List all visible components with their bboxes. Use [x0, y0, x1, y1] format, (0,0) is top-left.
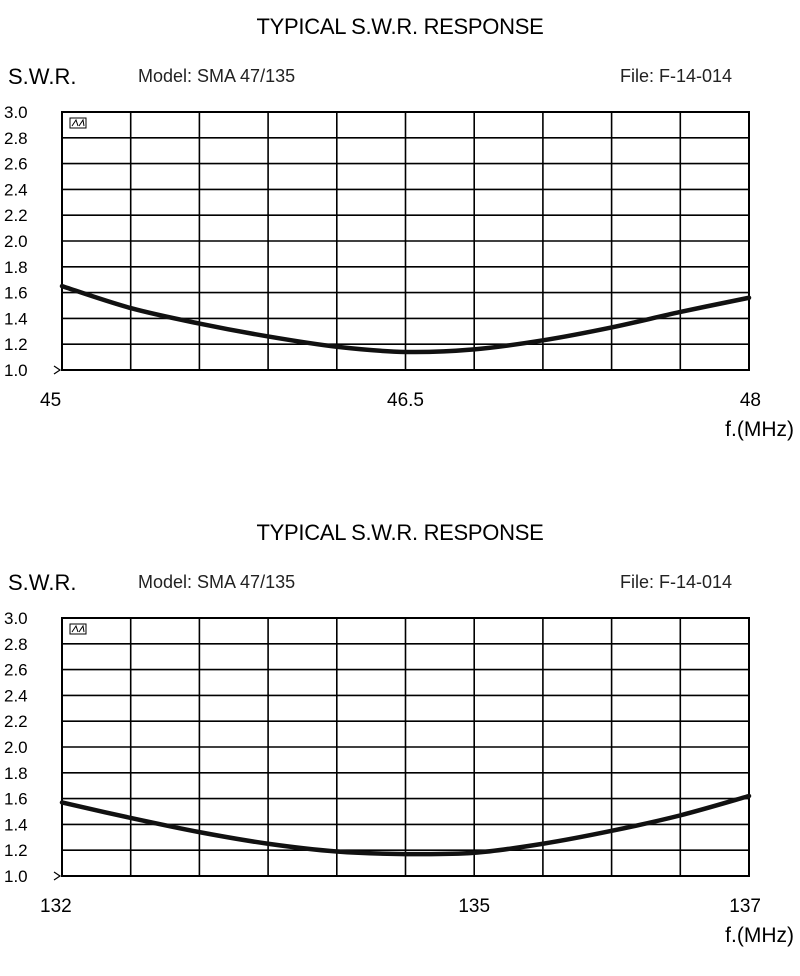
- swr-series-line: [59, 283, 752, 355]
- swr-chart-svg: 3.0 2.8 2.6 2.4 2.2 2.0 1.8 1.6 1.4 1.2 1.0 132 135 1…: [4, 609, 794, 947]
- y-axis-label: S.W.R.: [8, 570, 77, 595]
- corner-glyph-icon: [69, 117, 87, 129]
- y-tick-label: 1.0: [4, 867, 28, 886]
- y-tick-label: 1.2: [4, 335, 28, 354]
- y-tick-label: 1.6: [4, 284, 28, 303]
- swr-chart-panel-2: TYPICAL S.W.R. RESPONSE S.W.R. Model: SM…: [0, 506, 800, 976]
- y-tick-label: 1.8: [4, 764, 28, 783]
- x-axis-label: f.(MHz): [725, 418, 794, 441]
- y-tick-label: 2.8: [4, 635, 28, 654]
- y-tick-label: 3.0: [4, 103, 28, 122]
- x-tick-label: 46.5: [387, 390, 424, 411]
- x-tick-label: 45: [40, 390, 61, 411]
- baseline-marker-icon: [53, 871, 62, 881]
- y-tick-label: 2.6: [4, 661, 28, 680]
- y-tick-label: 1.0: [4, 361, 28, 380]
- swr-chart-svg: 3.0 2.8 2.6 2.4 2.2 2.0 1.8 1.6 1.4 1.2 1.0 45 46.5 4…: [4, 103, 794, 441]
- y-tick-label: 2.0: [4, 232, 28, 251]
- y-tick-label: 2.2: [4, 206, 28, 225]
- y-tick-label: 2.8: [4, 129, 28, 148]
- model-label: Model: SMA 47/135: [138, 572, 296, 592]
- file-label: File: F-14-014: [620, 66, 733, 86]
- swr-series-line: [59, 793, 752, 857]
- y-tick-label: 2.0: [4, 738, 28, 757]
- y-tick-label: 1.4: [4, 815, 28, 834]
- plot-frame: [61, 111, 750, 371]
- x-tick-label: 48: [740, 390, 761, 411]
- y-tick-label: 1.6: [4, 790, 28, 809]
- y-tick-label: 2.4: [4, 686, 28, 705]
- chart-title: TYPICAL S.W.R. RESPONSE: [256, 14, 544, 39]
- y-tick-label: 3.0: [4, 609, 28, 628]
- swr-chart-panel-1: TYPICAL S.W.R. RESPONSE S.W.R. Model: SM…: [0, 0, 800, 470]
- file-label: File: F-14-014: [620, 572, 733, 592]
- y-axis-label: S.W.R.: [8, 64, 77, 89]
- y-tick-label: 2.4: [4, 180, 28, 199]
- model-label: Model: SMA 47/135: [138, 66, 296, 86]
- y-tick-label: 2.2: [4, 712, 28, 731]
- y-tick-label: 1.8: [4, 258, 28, 277]
- plot-frame: [61, 617, 750, 877]
- y-tick-label: 2.6: [4, 155, 28, 174]
- x-tick-label: 135: [458, 896, 490, 917]
- x-tick-label: 132: [40, 896, 72, 917]
- y-tick-label: 1.4: [4, 309, 28, 328]
- x-axis-label: f.(MHz): [725, 924, 794, 947]
- chart-title: TYPICAL S.W.R. RESPONSE: [256, 520, 544, 545]
- corner-glyph-icon: [69, 623, 87, 635]
- x-tick-label: 137: [729, 896, 761, 917]
- baseline-marker-icon: [53, 365, 62, 375]
- y-tick-label: 1.2: [4, 841, 28, 860]
